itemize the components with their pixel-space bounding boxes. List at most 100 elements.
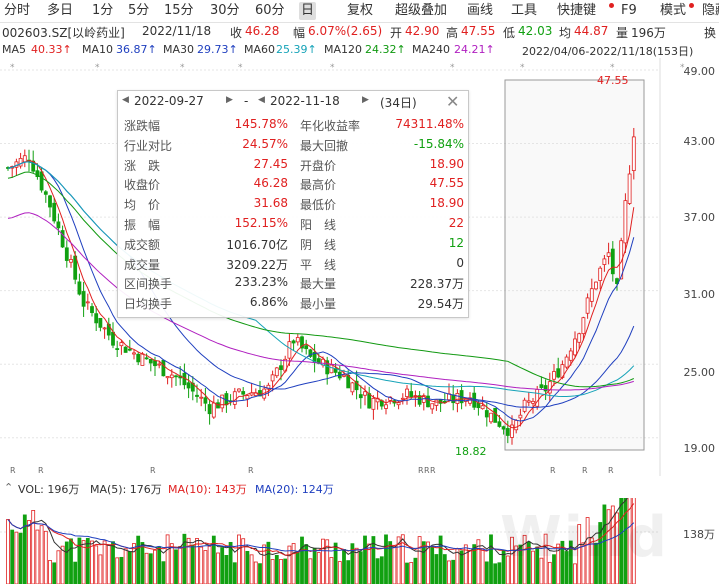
candlestick-chart[interactable]: R R R R R R R R R R* * * * * * * * * [0,58,719,478]
stat-label: 成交量 [124,257,161,272]
volume-bar [308,558,313,584]
candle-body [594,281,598,290]
candle-body [552,371,556,380]
vol-value: 196万 [631,26,666,40]
volume-bar [10,529,15,584]
candle-body [434,399,439,406]
volume-bar [337,561,342,584]
candle-body [526,400,531,403]
candle-body [476,402,481,409]
candle-body [514,420,519,431]
volume-bar [594,542,598,584]
volume-bar [426,541,430,584]
btn-shortcuts[interactable]: 快捷键 [557,3,597,18]
candle-body [371,397,376,410]
candle-body [127,348,132,351]
btn-5min[interactable]: 5分 [128,3,150,18]
volume-bar [384,534,388,584]
candle-body [480,405,485,410]
volume-bar [228,541,233,584]
btn-tools[interactable]: 工具 [511,3,538,18]
volume-bar [35,529,40,584]
ma60-value: 25.39↑ [276,43,317,56]
volume-bar [249,554,254,584]
volume-bar [14,531,19,584]
volume-chart[interactable] [0,498,719,584]
candle-body [430,403,435,410]
volume-bar [195,538,199,584]
btn-15min[interactable]: 15分 [164,3,194,18]
candle-body [85,301,90,304]
volume-bar [396,536,401,584]
candle-body [48,195,52,208]
open-value: 42.90 [405,24,440,38]
candle-body [39,171,44,191]
start-date[interactable]: 2022-09-27 [134,94,204,108]
volume-bar [413,557,418,584]
stat-label: 阳 线 [300,218,337,232]
event-marker: R [608,466,614,475]
btn-1min[interactable]: 1分 [92,3,114,18]
volume-bar [497,562,502,584]
btn-daily[interactable]: 日 [299,2,317,20]
ma240-value: 24.21↑ [454,43,495,56]
volume-bar [270,559,275,584]
vol-ma10-line [7,503,635,556]
candle-body [405,388,409,397]
btn-intraday[interactable]: 分时 [4,3,31,18]
btn-hide[interactable]: 隐藏 [702,3,719,18]
star-marker: * [95,63,100,73]
candle-body [56,221,61,229]
quote-date: 2022/11/18 [142,24,212,38]
volume-bar [161,561,166,584]
volume-bar [18,532,23,584]
btn-60min[interactable]: 60分 [255,3,285,18]
candle-body [60,230,65,248]
btn-adjust[interactable]: 复权 [347,3,374,18]
btn-30min[interactable]: 30分 [210,3,240,18]
volume-bar [136,535,141,584]
y-tick-label: 43.00 [683,135,716,148]
prev-start-icon[interactable]: ◀ [122,95,129,105]
end-date[interactable]: 2022-11-18 [270,94,340,108]
candle-body [451,394,456,404]
volume-bar [388,541,393,584]
volume-bar [287,545,292,584]
volume-bar [300,536,304,584]
collapse-icon[interactable]: ⌃ [4,481,14,494]
candle-body [115,348,120,350]
volume-bar [354,547,359,584]
candle-body [98,317,103,328]
stat-row: 行业对比 24.57% 最大回撤 -15.84% [118,137,468,155]
candle-body [501,426,506,430]
btn-mode[interactable]: 模式 [660,3,687,18]
btn-draw-line[interactable]: 画线 [467,3,494,18]
volume-bar [216,552,220,584]
volume-bar [81,540,86,584]
volume-bar [350,543,355,584]
wind-watermark: Wind [500,505,669,570]
close-icon[interactable]: ✕ [446,92,460,111]
candle-body [564,356,569,368]
candle-body [287,341,292,359]
next-end-icon[interactable]: ▶ [362,95,369,105]
ma10-value: 36.87↑ [116,43,157,56]
candle-body [606,252,611,257]
candle-body [627,173,632,204]
prev-end-icon[interactable]: ◀ [258,95,265,105]
volume-bar [224,554,229,584]
volume-bar [291,543,296,584]
volume-bar [6,519,10,584]
next-start-icon[interactable]: ▶ [226,95,233,105]
candle-body [169,374,174,379]
high-annotation: 47.55 [597,74,629,87]
btn-super-overlay[interactable]: 超级叠加 [395,3,448,18]
volume-bar [480,548,485,584]
candle-body [140,353,145,366]
ma120-name: MA120 [324,43,363,56]
stat-row: 振 幅 152.15% 阳 线 22 [118,216,468,234]
btn-multi-day[interactable]: 多日 [47,3,74,18]
btn-f9[interactable]: F9 [621,3,637,18]
candle-body [400,397,405,400]
volume-bar [262,544,267,584]
